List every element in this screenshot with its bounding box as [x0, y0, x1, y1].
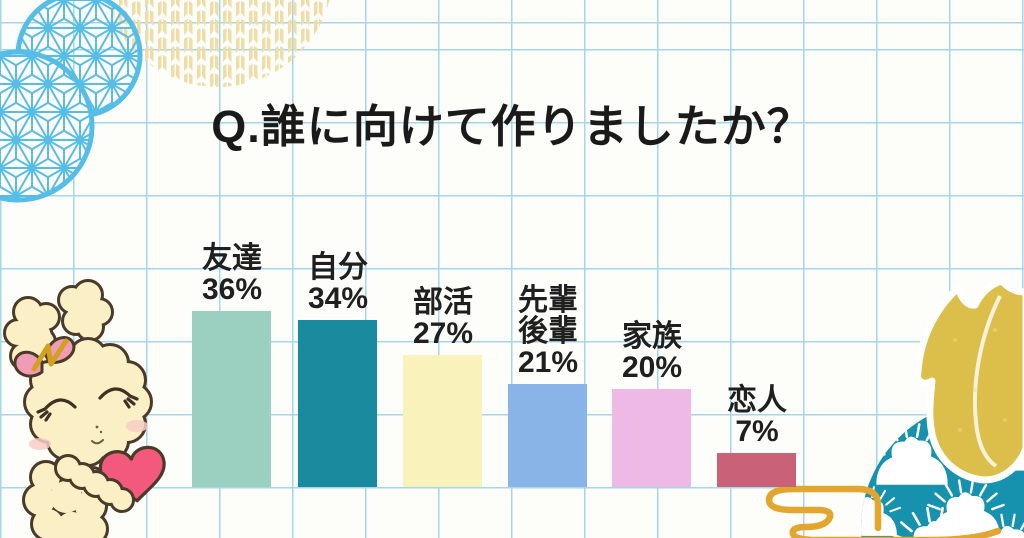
bar-club: [403, 354, 482, 487]
gold-leaf-icon: [914, 277, 1024, 484]
category-label: 自分: [308, 251, 368, 285]
rabbit-mascot-illustration: [3, 279, 166, 538]
value-label: 36%: [201, 272, 263, 306]
rabbit-ear-right: [57, 279, 114, 342]
category-label: 先輩: [518, 284, 578, 318]
category-label: 恋人: [727, 383, 787, 417]
category-label: 後輩: [518, 315, 578, 349]
bar-label-friends: 友達 36%: [172, 243, 292, 305]
chart-title: Q.誰に向けて作りましたか？: [211, 101, 813, 152]
bar-friends: [192, 310, 271, 487]
bow-icon: [13, 336, 76, 378]
bar-label-family: 家族 20%: [592, 321, 712, 383]
bar-label-myself: 自分 34%: [278, 252, 398, 314]
closed-eye-left: [43, 398, 77, 411]
bar-seniors-juniors: [508, 384, 587, 487]
rabbit-face: [29, 387, 148, 450]
value-label: 7%: [735, 414, 779, 448]
value-label: 21%: [517, 346, 579, 380]
value-label: 20%: [621, 351, 683, 384]
category-label: 家族: [622, 320, 682, 353]
bar-label-club: 部活 27%: [383, 287, 503, 349]
bar-label-lover: 恋人 7%: [697, 385, 817, 447]
gold-cloud-line: [765, 485, 1002, 538]
bar-lover: [717, 452, 796, 487]
bar-family: [612, 389, 691, 487]
value-label: 34%: [307, 282, 369, 316]
bar-myself: [298, 320, 377, 487]
asanoha-pattern-circle-bottom: [0, 49, 95, 203]
category-label: 友達: [202, 241, 262, 275]
rabbit-arm: [54, 454, 135, 513]
yagasuri-pattern-circle: [106, 0, 330, 87]
bar-label-seniors-juniors: 先輩 後輩 21%: [488, 285, 608, 378]
category-label: 部活: [413, 285, 473, 319]
closed-eye-right: [98, 387, 132, 400]
value-label: 27%: [412, 316, 474, 350]
